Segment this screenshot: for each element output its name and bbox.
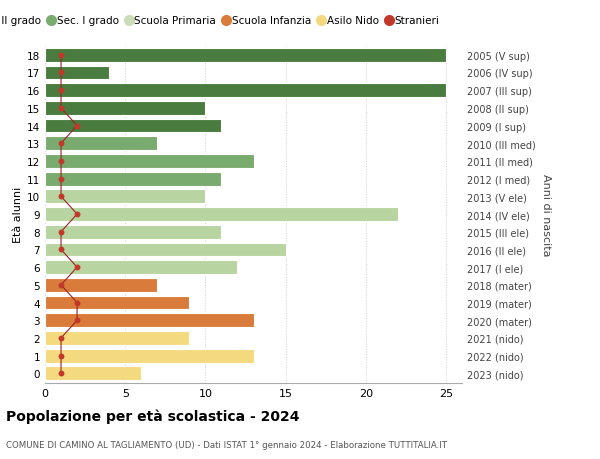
Bar <box>45 119 221 133</box>
Bar <box>45 225 221 239</box>
Point <box>56 105 66 112</box>
Bar <box>45 367 141 381</box>
Bar <box>45 137 157 151</box>
Y-axis label: Età alunni: Età alunni <box>13 186 23 243</box>
Bar <box>45 349 254 363</box>
Legend: Sec. II grado, Sec. I grado, Scuola Primaria, Scuola Infanzia, Asilo Nido, Stran: Sec. II grado, Sec. I grado, Scuola Prim… <box>0 12 443 31</box>
Point <box>56 370 66 377</box>
Text: COMUNE DI CAMINO AL TAGLIAMENTO (UD) - Dati ISTAT 1° gennaio 2024 - Elaborazione: COMUNE DI CAMINO AL TAGLIAMENTO (UD) - D… <box>6 441 447 449</box>
Point <box>56 193 66 201</box>
Bar <box>45 190 205 204</box>
Point <box>56 335 66 342</box>
Point <box>56 87 66 95</box>
Bar <box>45 261 238 274</box>
Bar <box>45 84 446 98</box>
Bar <box>45 67 109 80</box>
Bar <box>45 102 205 116</box>
Point <box>56 70 66 77</box>
Bar <box>45 173 221 186</box>
Point <box>56 176 66 183</box>
Bar <box>45 207 398 222</box>
Bar <box>45 243 286 257</box>
Point <box>72 317 82 324</box>
Bar <box>45 155 254 168</box>
Point <box>72 264 82 271</box>
Point <box>72 123 82 130</box>
Bar <box>45 49 446 62</box>
Bar <box>45 296 190 310</box>
Y-axis label: Anni di nascita: Anni di nascita <box>541 174 551 256</box>
Bar <box>45 331 190 345</box>
Bar <box>45 313 254 327</box>
Bar <box>45 278 157 292</box>
Point <box>56 52 66 59</box>
Point <box>56 352 66 359</box>
Point <box>56 158 66 165</box>
Point <box>56 281 66 289</box>
Point <box>56 246 66 253</box>
Point <box>56 140 66 148</box>
Text: Popolazione per età scolastica - 2024: Popolazione per età scolastica - 2024 <box>6 409 299 423</box>
Point <box>56 229 66 236</box>
Point <box>72 299 82 307</box>
Point <box>72 211 82 218</box>
